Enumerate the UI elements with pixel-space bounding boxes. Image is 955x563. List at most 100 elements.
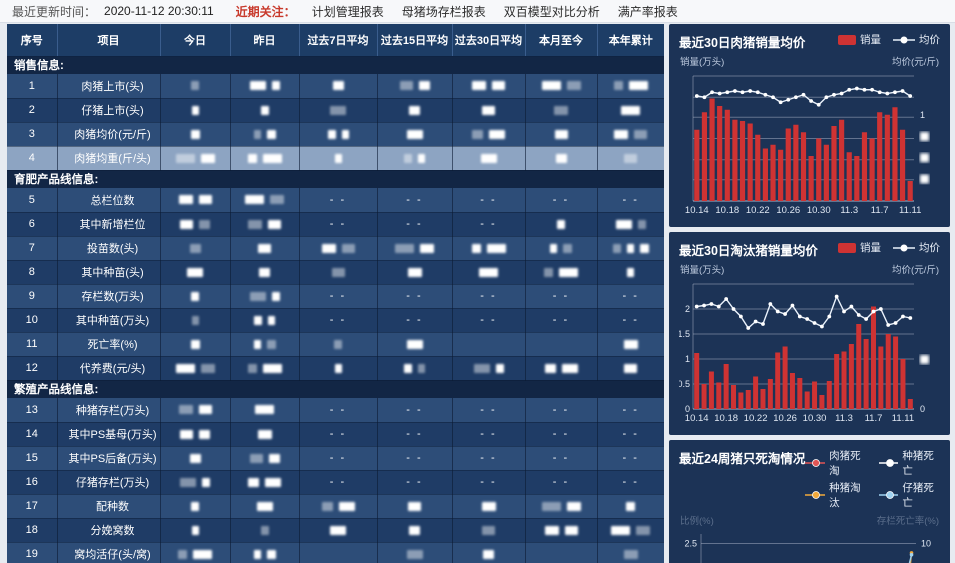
cell [377, 518, 453, 543]
cell [525, 494, 598, 519]
cell [597, 212, 664, 237]
row-number: 11 [7, 332, 58, 357]
redacted-value [249, 291, 266, 301]
row-label: 仔猪上市(头) [57, 98, 161, 123]
redacted-value [249, 453, 263, 463]
redacted-value [178, 405, 193, 415]
cell [452, 518, 526, 543]
column-header-0: 序号 [7, 24, 58, 57]
y-axis-left-title: 销量(万头) [680, 57, 725, 68]
table-row-9[interactable]: 9 存栏数(万头) - -- -- -- -- - [7, 284, 664, 309]
cell [377, 122, 453, 147]
redacted-value [559, 267, 578, 277]
redacted-value [636, 525, 651, 535]
table-row-13[interactable]: 13 种猪存栏(万头) - -- -- -- -- - [7, 398, 664, 423]
report-menu: 计划管理报表 母猪场存栏报表 双百模型对比分析 满产率报表 [312, 3, 678, 20]
redacted-value [341, 243, 355, 253]
redacted-value [331, 267, 345, 277]
redacted-value [175, 153, 195, 163]
cell [160, 236, 231, 261]
row-label: 其中PS后备(万头) [57, 446, 161, 471]
table-row-6[interactable]: 6 其中新增栏位 - -- -- - [7, 212, 664, 237]
cell [525, 260, 598, 285]
redacted-value [341, 129, 349, 139]
redacted-value [189, 453, 201, 463]
redacted-value [271, 291, 280, 301]
table-row-12[interactable]: 12 代养费(元/头) [7, 356, 664, 381]
table-row-10[interactable]: 10 其中种苗(万头) - -- -- -- -- - [7, 308, 664, 333]
svg-text:10.18: 10.18 [715, 205, 739, 216]
menu-item-full-capacity-report[interactable]: 满产率报表 [617, 4, 678, 19]
menu-item-sow-farm-report[interactable]: 母猪场存栏报表 [401, 4, 486, 19]
redacted-value [190, 129, 200, 139]
redacted-value [395, 243, 414, 253]
redacted-value [247, 153, 257, 163]
chart-legend: 销量 均价 [838, 240, 940, 255]
cell: - - [452, 470, 526, 495]
table-row-16[interactable]: 16 仔猪存栏(万头) - -- -- -- -- - [7, 470, 664, 495]
redacted-value [200, 363, 215, 373]
table-row-19[interactable]: 19 窝均活仔(头/窝) [7, 542, 664, 563]
cell [377, 494, 453, 519]
svg-text:10.14: 10.14 [685, 413, 709, 424]
cell: - - [597, 422, 664, 447]
pig-sales-price-chart: 10.14 10.18 10.22 10.26 10.30 11.3 11.7 11.11 1 [679, 69, 940, 224]
table-row-14[interactable]: 14 其中PS基母(万头) - -- -- -- -- - [7, 422, 664, 447]
cell: - - [452, 422, 526, 447]
table-row-8[interactable]: 8 其中种苗(头) [7, 260, 664, 285]
table-row-18[interactable]: 18 分娩窝数 [7, 518, 664, 543]
table-row-15[interactable]: 15 其中PS后备(万头) - -- -- -- -- - [7, 446, 664, 471]
row-number: 14 [7, 422, 58, 447]
legend-avg-price[interactable]: 均价 [893, 240, 940, 255]
redacted-value [268, 219, 281, 229]
legend-3[interactable]: 仔猪死亡 [878, 480, 940, 510]
table-row-4[interactable]: 4 肉猪均重(斤/头) [7, 146, 664, 171]
cell [597, 236, 664, 261]
table-row-5[interactable]: 5 总栏位数 - -- -- -- -- - [7, 188, 664, 213]
redacted-value [639, 243, 649, 253]
legend-0[interactable]: 肉猪死淘 [805, 448, 866, 478]
legend-2[interactable]: 种猪淘汰 [805, 480, 866, 510]
table-row-11[interactable]: 11 死亡率(%) [7, 332, 664, 357]
row-label: 肉猪均价(元/斤) [57, 122, 161, 147]
redacted-value [180, 477, 196, 487]
redacted-value [178, 549, 187, 559]
row-label: 分娩窝数 [57, 518, 161, 543]
table-row-7[interactable]: 7 投苗数(头) [7, 236, 664, 261]
cell [160, 284, 231, 309]
menu-item-model-compare[interactable]: 双百模型对比分析 [503, 4, 600, 19]
redacted-value [621, 105, 641, 115]
table-row-3[interactable]: 3 肉猪均价(元/斤) [7, 122, 664, 147]
svg-text:2.5: 2.5 [684, 538, 697, 548]
row-number: 12 [7, 356, 58, 381]
table-header-row: 序号 项目 今日 昨日 过去7日平均 过去15日平均 过去30日平均 本月至今 本年累计 [7, 24, 664, 57]
cell: - - [299, 188, 378, 213]
menu-item-plan-report[interactable]: 计划管理报表 [311, 4, 384, 19]
table-row-2[interactable]: 2 仔猪上市(头) [7, 98, 664, 123]
redacted-value [486, 243, 506, 253]
row-number: 3 [7, 122, 58, 147]
redacted-value [249, 81, 266, 91]
redacted-value [561, 363, 578, 373]
redacted-value [409, 525, 420, 535]
legend-1[interactable]: 种猪死亡 [878, 448, 940, 478]
legend-avg-price[interactable]: 均价 [893, 32, 940, 47]
legend-sales[interactable]: 销量 [838, 32, 881, 47]
redacted-value [473, 363, 490, 373]
svg-text:10.30: 10.30 [803, 413, 827, 424]
cell [160, 422, 231, 447]
redacted-value [334, 339, 342, 349]
row-label: 死亡率(%) [57, 332, 161, 357]
table-row-17[interactable]: 17 配种数 [7, 494, 664, 519]
cell [597, 74, 664, 99]
redacted-value [472, 81, 486, 91]
row-number: 9 [7, 284, 58, 309]
redacted-value [178, 195, 193, 205]
redacted-value [191, 105, 199, 115]
redacted-value [202, 477, 210, 487]
column-header-3: 昨日 [230, 24, 300, 57]
table-row-1[interactable]: 1 肉猪上市(头) [7, 74, 664, 99]
cell [452, 542, 526, 563]
legend-sales[interactable]: 销量 [838, 240, 881, 255]
cell: - - [525, 422, 598, 447]
